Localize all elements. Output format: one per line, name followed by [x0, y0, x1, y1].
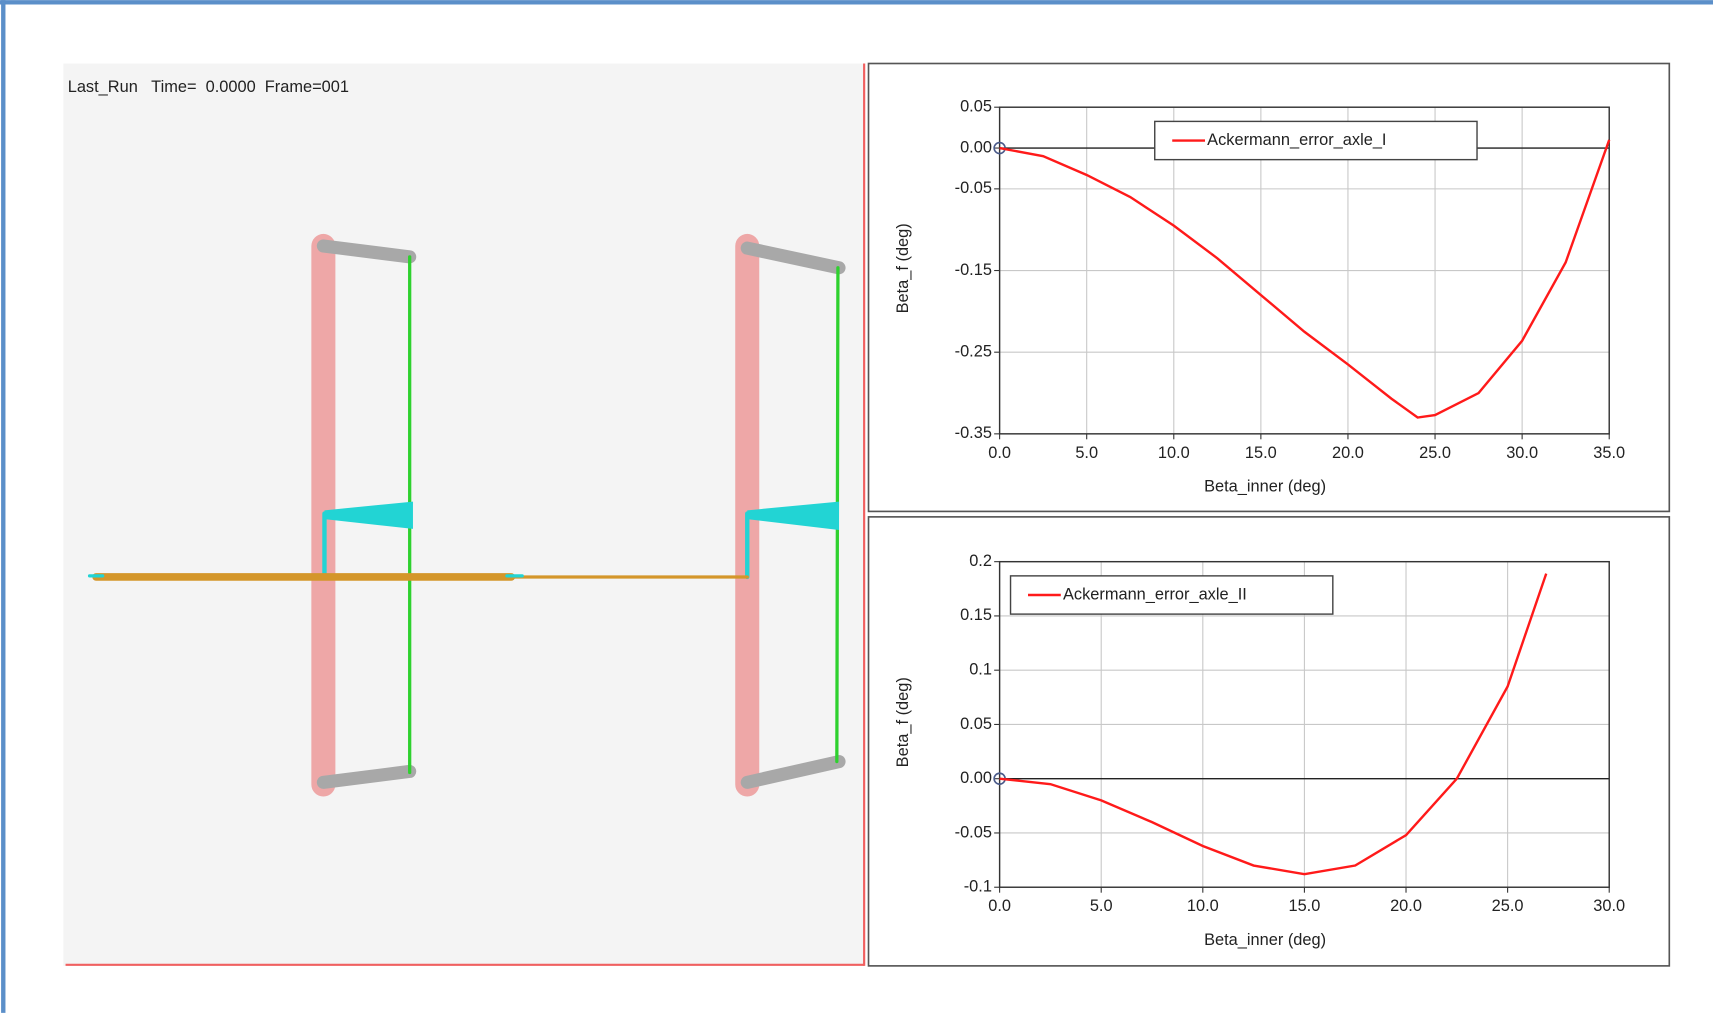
x-tick-label: 20.0 [1390, 897, 1422, 915]
x-tick-label: 5.0 [1090, 897, 1113, 915]
x-tick-label: 10.0 [1158, 444, 1190, 462]
x-tick-label: 10.0 [1187, 897, 1219, 915]
x-tick-label: 15.0 [1288, 897, 1320, 915]
screen: Last_Run Time= 0.0000 Frame=001 0.0 5.0 10… [0, 0, 1713, 1013]
y-tick-label: -0.05 [955, 823, 992, 841]
y-tick-label: 0.1 [969, 661, 992, 679]
y-tick-label: 0.15 [960, 606, 992, 624]
y-tick-label: 0.00 [960, 769, 992, 787]
x-axis-label: Beta_inner (deg) [1204, 478, 1326, 496]
y-tick-label: -0.1 [964, 878, 992, 896]
legend-label: Ackermann_error_axle_I [1207, 131, 1386, 149]
x-axis-label: Beta_inner (deg) [1204, 931, 1326, 949]
y-tick-label: -0.25 [955, 343, 992, 361]
y-axis-label: Beta_f (deg) [894, 223, 912, 313]
x-tick-label: 0.0 [988, 897, 1011, 915]
legend-label: Ackermann_error_axle_II [1063, 585, 1247, 603]
y-tick-label: 0.05 [960, 98, 992, 116]
x-tick-label: 0.0 [988, 444, 1011, 462]
viewport: Last_Run Time= 0.0000 Frame=001 [63, 64, 864, 966]
x-tick-label: 5.0 [1075, 444, 1098, 462]
x-tick-label: 25.0 [1419, 444, 1451, 462]
x-tick-label: 20.0 [1332, 444, 1364, 462]
y-tick-label: -0.15 [955, 261, 992, 279]
x-tick-label: 25.0 [1492, 897, 1524, 915]
x-tick-label: 30.0 [1506, 444, 1538, 462]
x-tick-label: 35.0 [1593, 444, 1625, 462]
y-tick-label: 0.00 [960, 138, 992, 156]
x-tick-label: 15.0 [1245, 444, 1277, 462]
y-axis-label: Beta_f (deg) [894, 677, 912, 767]
viewport-label: Last_Run Time= 0.0000 Frame=001 [68, 78, 349, 96]
y-tick-label: 0.05 [960, 715, 992, 733]
x-tick-label: 30.0 [1593, 897, 1625, 915]
y-tick-label: -0.35 [955, 424, 992, 442]
y-tick-label: -0.05 [955, 179, 992, 197]
y-tick-label: 0.2 [969, 552, 992, 570]
